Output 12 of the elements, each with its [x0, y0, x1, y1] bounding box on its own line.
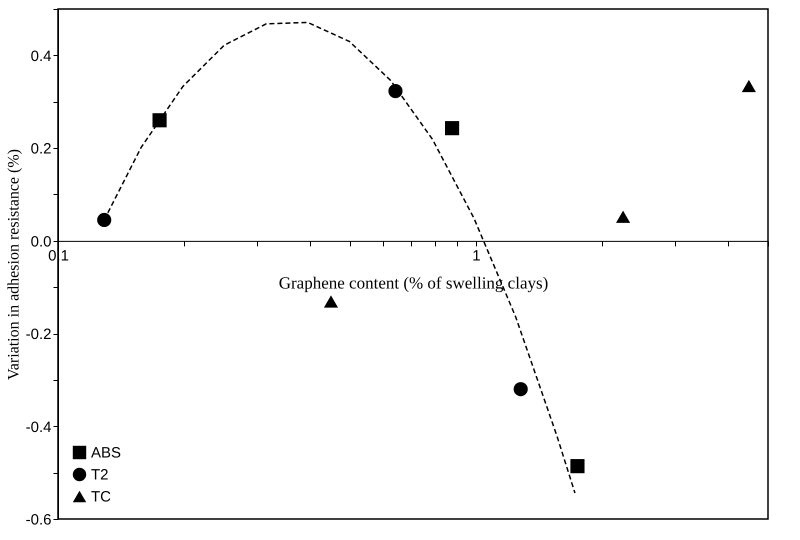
y-tick-label: -0.6	[26, 512, 52, 528]
y-axis-title: Variation in adhesion resistance (%)	[6, 148, 23, 380]
legend-label: T2	[91, 466, 109, 484]
y-tick-label: 0.4	[30, 48, 52, 65]
x-tick-label: 1	[472, 247, 481, 264]
legend-label: ABS	[91, 444, 122, 462]
legend-label: TC	[91, 488, 112, 506]
y-tick-label: 0.2	[30, 140, 52, 158]
y-tick-label: -0.2	[26, 326, 52, 344]
x-axis-title: Graphene content (% of swelling clays)	[278, 273, 548, 292]
y-tick-label: -0.4	[26, 418, 52, 436]
y-tick-label: 0.0	[30, 233, 52, 250]
